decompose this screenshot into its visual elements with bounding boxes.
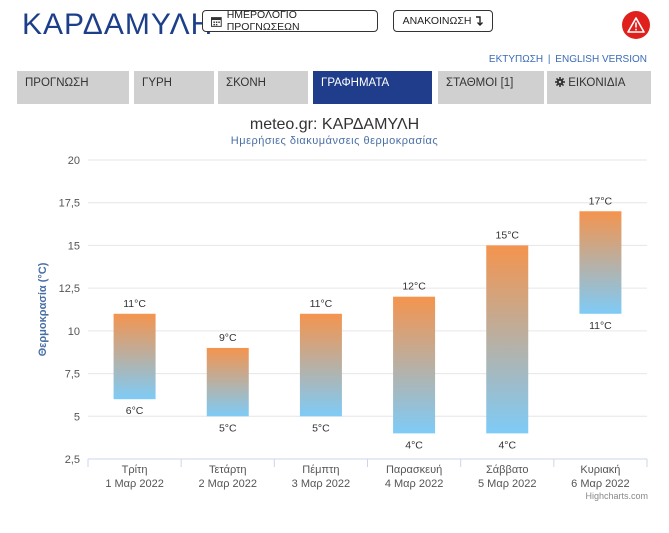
y-axis-title: Θερμοκρασία (°C) [37,262,49,356]
y-tick-label: 20 [68,155,80,167]
highcharts-credits[interactable]: Highcharts.com [585,491,648,501]
tab-label: ΓΥΡΗ [142,77,172,89]
tab-label: ΣΤΑΘΜΟΙ [1] [446,77,514,89]
y-tick-label: 7,5 [65,369,80,381]
warning-alert-button[interactable] [622,11,650,39]
tab-forecast[interactable]: ΠΡΟΓΝΩΣΗ [17,71,129,104]
chart-title: meteo.gr: ΚΑΡΔΑΜΥΛΗ [249,116,420,133]
low-temp-label: 11°C [589,320,612,332]
high-temp-label: 11°C [123,298,146,310]
tab-label: ΠΡΟΓΝΩΣΗ [25,77,89,89]
print-link[interactable]: ΕΚΤΥΠΩΣΗ [488,54,544,65]
tab-icons[interactable]: ΕΙΚΟΝΙΔΙΑ [547,71,651,104]
x-tick-date-label: 6 Μαρ 2022 [571,478,629,490]
tab-label: ΕΙΚΟΝΙΔΙΑ [568,77,626,89]
x-tick-date-label: 2 Μαρ 2022 [199,478,257,490]
y-tick-label: 2,5 [65,454,80,466]
y-tick-label: 12,5 [59,283,80,295]
warning-icon [627,17,645,33]
temp-range-bar [579,211,622,314]
temp-range-bar [486,245,529,434]
low-temp-label: 5°C [312,422,330,434]
high-temp-label: 12°C [402,281,426,293]
tab-label: ΓΡΑΦΗΜΑΤΑ [321,77,390,89]
y-tick-label: 10 [68,326,80,338]
temp-range-bar [393,296,436,434]
x-tick-date-label: 4 Μαρ 2022 [385,478,443,490]
y-tick-label: 17,5 [59,198,80,210]
top-links: ΕΚΤΥΠΩΣΗ | ENGLISH VERSION [489,54,647,65]
tab-dust[interactable]: ΣΚΟΝΗ [218,71,308,104]
gear-icon [555,77,565,87]
high-temp-label: 9°C [219,332,237,344]
low-temp-label: 4°C [405,439,423,451]
links-separator: | [547,54,551,65]
high-temp-label: 15°C [496,229,520,241]
temp-range-bar [299,313,342,417]
x-tick-day-label: Σάββατο [486,464,528,476]
english-version-link[interactable]: ENGLISH VERSION [555,54,647,65]
temp-range-bar [206,347,249,417]
x-tick-day-label: Παρασκευή [386,464,442,476]
x-tick-day-label: Τετάρτη [209,464,247,476]
x-tick-date-label: 3 Μαρ 2022 [292,478,350,490]
forecast-calendar-button[interactable]: ΗΜΕΡΟΛΟΓΙΟ ΠΡΟΓΝΩΣΕΩΝ [202,9,378,33]
x-tick-day-label: Τρίτη [122,464,148,476]
calendar-icon [211,16,222,27]
forecast-calendar-label: ΗΜΕΡΟΛΟΓΙΟ ΠΡΟΓΝΩΣΕΩΝ [226,9,300,33]
x-tick-date-label: 1 Μαρ 2022 [105,478,163,490]
high-temp-label: 11°C [310,298,333,310]
x-tick-day-label: Κυριακή [580,464,620,476]
y-tick-label: 15 [68,240,80,252]
announcement-button[interactable]: ΑΝΑΚΟΙΝΩΣΗ [393,10,493,32]
tab-stations[interactable]: ΣΤΑΘΜΟΙ [1] [438,71,544,104]
tab-label: ΣΚΟΝΗ [226,77,266,89]
turn-down-arrow-icon [476,16,484,26]
site-title[interactable]: ΚΑΡΔΑΜΥΛΗ [22,8,214,41]
low-temp-label: 5°C [219,422,237,434]
chart-subtitle: Ημερήσιες διακυμάνσεις θερμοκρασίας [230,135,439,147]
y-tick-label: 5 [74,411,80,423]
low-temp-label: 4°C [498,439,516,451]
low-temp-label: 6°C [126,405,144,417]
high-temp-label: 17°C [589,195,613,207]
x-tick-day-label: Πέμπτη [302,464,339,476]
tab-pollen[interactable]: ΓΥΡΗ [134,71,214,104]
x-tick-date-label: 5 Μαρ 2022 [478,478,536,490]
temp-range-bar [113,313,156,400]
tab-charts[interactable]: ΓΡΑΦΗΜΑΤΑ [313,71,432,104]
announcement-label: ΑΝΑΚΟΙΝΩΣΗ [402,15,472,27]
